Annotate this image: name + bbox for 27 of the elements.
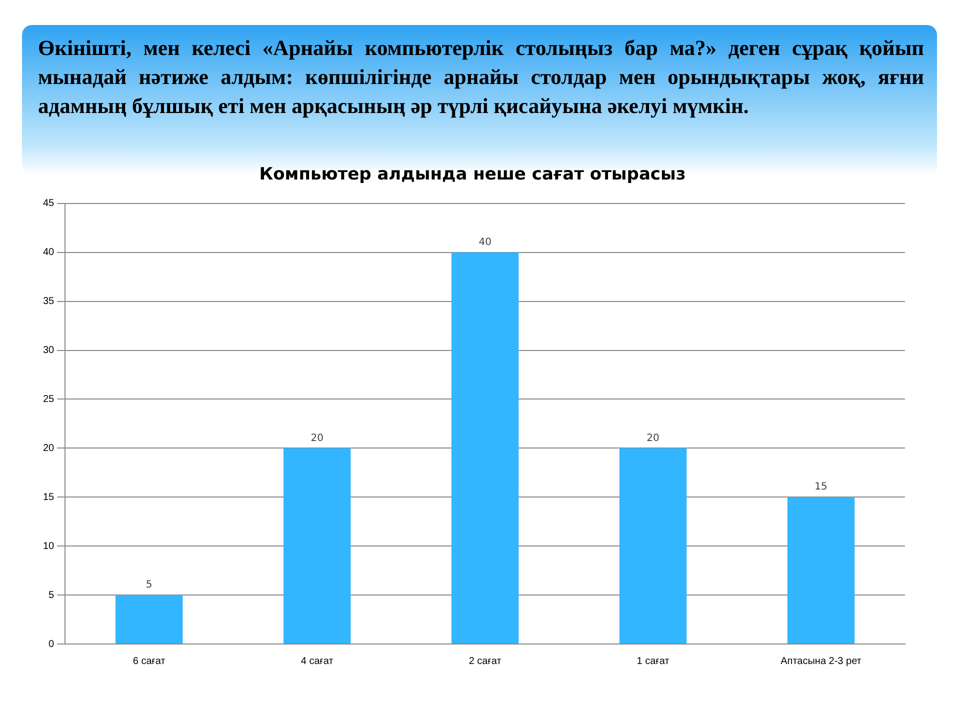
y-tick-label: 25 [43,394,55,405]
data-label: 20 [310,432,324,444]
x-tick-label: Аптасына 2-3 рет [780,656,862,667]
y-tick-label: 10 [43,540,55,552]
bar [619,448,687,644]
bar [283,448,351,644]
y-tick-label: 20 [43,442,55,454]
data-label: 40 [478,236,492,248]
x-tick-label: 4 сағат [300,656,334,667]
y-tick-label: 30 [43,345,55,356]
chart-title: Компьютер алдында неше сағат отырасыз [259,164,686,185]
y-tick-label: 15 [43,492,55,503]
y-tick-label: 0 [48,638,55,650]
data-label: 15 [814,482,828,493]
data-label: 5 [146,580,152,591]
bar [787,497,855,644]
data-label: 20 [646,432,660,444]
y-tick-label: 45 [43,198,55,210]
x-tick-label: 2 сағат [468,656,502,667]
bar [451,252,519,644]
y-tick-label: 5 [48,590,55,601]
y-tick-label: 40 [43,247,55,258]
x-tick-label: 1 сағат [636,656,670,667]
text: Өкінішті, мен келесі «Арнайы компьютерлік столыңыз бар ма?» деген сұрақ қойып мынадай нәтиже алдым: көпшілігінде арнайы столдар мен орындықтары жоқ, яғни адамның бұлшық еті мен арқасының әр түрлі қисайуына әкелуі мүмкін. [38,35,924,120]
x-tick-label: 6 сағат [132,656,166,667]
y-tick-label: 35 [43,296,55,308]
bar [116,595,183,644]
